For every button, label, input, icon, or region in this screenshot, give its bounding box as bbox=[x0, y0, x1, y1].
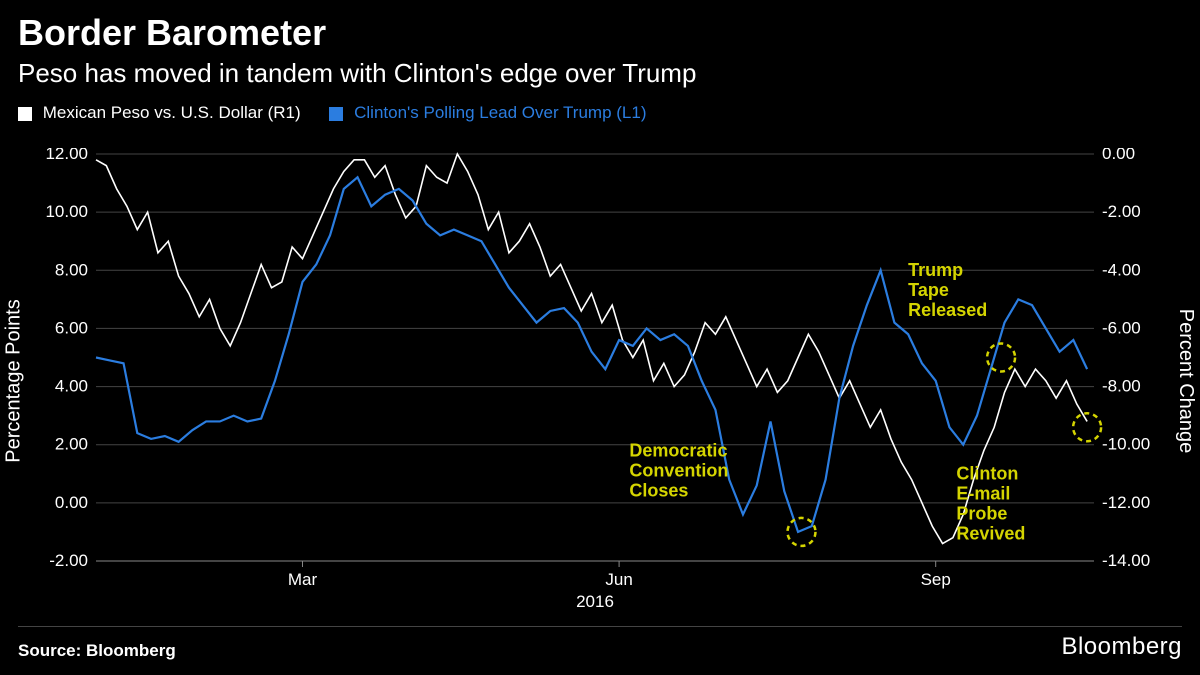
legend-swatch-clinton bbox=[329, 107, 343, 121]
y-left-tick: 12.00 bbox=[45, 148, 88, 163]
y-right-tick: -10.00 bbox=[1102, 435, 1150, 454]
x-year: 2016 bbox=[576, 592, 614, 611]
event-label: Trump bbox=[908, 260, 963, 280]
y-axis-right-label: Percent Change bbox=[1175, 308, 1198, 453]
y-left-tick: -2.00 bbox=[49, 551, 88, 570]
footer-separator bbox=[18, 626, 1182, 627]
event-label: Tape bbox=[908, 280, 949, 300]
y-axis-left-label: Percentage Points bbox=[3, 299, 26, 462]
legend: Mexican Peso vs. U.S. Dollar (R1) Clinto… bbox=[0, 89, 1200, 123]
x-tick: Jun bbox=[605, 570, 632, 589]
event-label: Clinton bbox=[956, 464, 1018, 484]
y-right-tick: 0.00 bbox=[1102, 148, 1135, 163]
x-tick: Mar bbox=[288, 570, 318, 589]
event-label: Probe bbox=[956, 504, 1007, 524]
legend-label-clinton: Clinton's Polling Lead Over Trump (L1) bbox=[354, 103, 646, 122]
y-right-tick: -4.00 bbox=[1102, 260, 1141, 279]
event-marker bbox=[787, 518, 815, 546]
chart-container: Border Barometer Peso has moved in tande… bbox=[0, 0, 1200, 675]
series-clinton bbox=[96, 177, 1087, 532]
legend-item-clinton: Clinton's Polling Lead Over Trump (L1) bbox=[329, 103, 646, 123]
event-label: E-mail bbox=[956, 484, 1010, 504]
y-right-tick: -8.00 bbox=[1102, 377, 1141, 396]
chart-subtitle: Peso has moved in tandem with Clinton's … bbox=[0, 54, 1200, 89]
y-right-tick: -12.00 bbox=[1102, 493, 1150, 512]
event-label: Revived bbox=[956, 524, 1025, 544]
y-left-tick: 0.00 bbox=[55, 493, 88, 512]
y-right-tick: -6.00 bbox=[1102, 318, 1141, 337]
footer: Source: Bloomberg Bloomberg bbox=[18, 633, 1182, 661]
y-right-tick: -2.00 bbox=[1102, 202, 1141, 221]
y-left-tick: 8.00 bbox=[55, 260, 88, 279]
y-left-tick: 2.00 bbox=[55, 435, 88, 454]
legend-swatch-peso bbox=[18, 107, 32, 121]
y-left-tick: 4.00 bbox=[55, 377, 88, 396]
y-left-tick: 10.00 bbox=[45, 202, 88, 221]
legend-item-peso: Mexican Peso vs. U.S. Dollar (R1) bbox=[18, 103, 301, 123]
bloomberg-logo: Bloomberg bbox=[1061, 633, 1182, 661]
y-left-tick: 6.00 bbox=[55, 318, 88, 337]
chart-title: Border Barometer bbox=[0, 0, 1200, 54]
event-label: Convention bbox=[629, 460, 728, 480]
event-marker bbox=[1073, 413, 1101, 441]
chart-plot-area: Percentage Points Percent Change -2.000.… bbox=[18, 148, 1182, 613]
legend-label-peso: Mexican Peso vs. U.S. Dollar (R1) bbox=[43, 103, 301, 122]
y-right-tick: -14.00 bbox=[1102, 551, 1150, 570]
chart-svg: -2.00 0.00 2.00 4.00 6.00 8.00 10.00 12.00 -14.0… bbox=[18, 148, 1182, 613]
source-text: Source: Bloomberg bbox=[18, 641, 176, 661]
event-label: Democratic bbox=[629, 440, 727, 460]
x-tick: Sep bbox=[921, 570, 951, 589]
event-label: Closes bbox=[629, 480, 688, 500]
event-label: Released bbox=[908, 300, 987, 320]
